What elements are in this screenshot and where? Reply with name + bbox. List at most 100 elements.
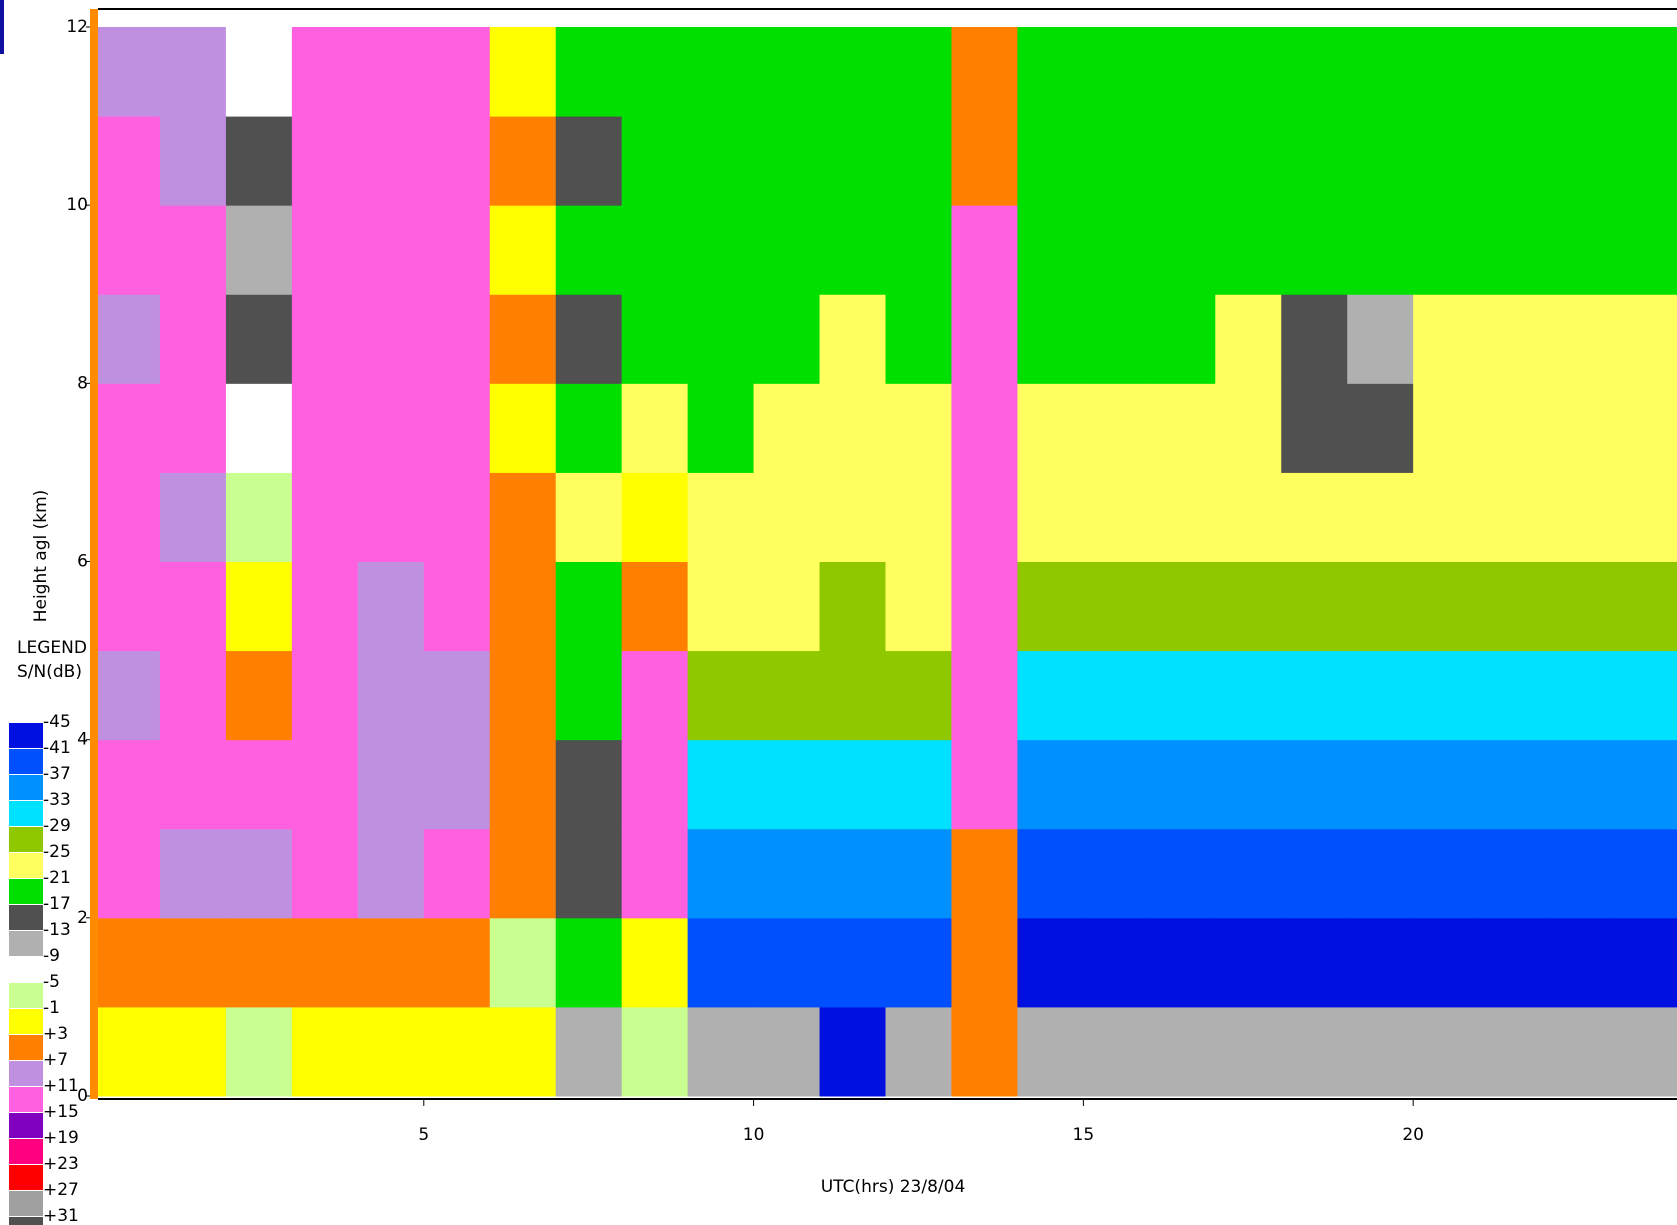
heatmap-cell xyxy=(423,1006,491,1097)
heatmap-cell xyxy=(1215,294,1282,384)
heatmap-cell xyxy=(753,383,821,473)
heatmap-cell xyxy=(159,828,227,919)
heatmap-cell xyxy=(357,1006,425,1097)
heatmap-cell xyxy=(753,650,821,741)
heatmap-cell xyxy=(1017,294,1084,384)
legend-swatch xyxy=(9,775,43,800)
heatmap-cell xyxy=(1413,917,1480,1008)
heatmap-cell xyxy=(1611,1006,1677,1097)
heatmap-cell xyxy=(1611,739,1677,830)
legend-swatch xyxy=(9,1217,43,1225)
legend-title: LEGEND xyxy=(17,638,87,658)
heatmap-cell xyxy=(819,472,886,562)
heatmap-cell xyxy=(423,27,491,117)
heatmap-cell xyxy=(357,828,425,919)
legend-subtitle: S/N(dB) xyxy=(17,662,82,682)
heatmap-cell xyxy=(687,472,755,562)
heatmap-cell xyxy=(1281,294,1348,384)
heatmap-cell xyxy=(1545,383,1612,473)
heatmap-cell xyxy=(98,650,161,741)
heatmap-cell xyxy=(687,650,755,741)
legend-label: +3 xyxy=(43,1024,68,1044)
legend-swatch xyxy=(9,1061,43,1086)
heatmap-cell xyxy=(687,383,755,473)
legend-label: -1 xyxy=(43,998,60,1018)
heatmap-cell xyxy=(159,1006,227,1097)
heatmap-cell xyxy=(555,828,623,919)
heatmap-cell xyxy=(225,917,293,1008)
heatmap-cell xyxy=(621,739,689,830)
heatmap-cell xyxy=(951,383,1018,473)
heatmap-cell xyxy=(98,561,161,652)
heatmap-cell xyxy=(1611,294,1677,384)
heatmap-cell xyxy=(1215,27,1282,117)
heatmap-cell xyxy=(1017,828,1084,919)
heatmap-cell xyxy=(1215,1006,1282,1097)
y-tick-label: 2 xyxy=(77,908,88,928)
legend-swatch xyxy=(9,853,43,878)
heatmap-cell xyxy=(357,383,425,473)
legend-label: -25 xyxy=(43,842,71,862)
heatmap-cell xyxy=(98,472,161,562)
heatmap-cell xyxy=(687,116,755,206)
heatmap-cell xyxy=(1347,27,1414,117)
heatmap-cell xyxy=(1149,561,1216,652)
heatmap-cell xyxy=(555,739,623,830)
heatmap-cell xyxy=(159,739,227,830)
heatmap-cell xyxy=(621,650,689,741)
heatmap-cell xyxy=(621,383,689,473)
legend-swatch xyxy=(9,723,43,748)
y-axis-label: Height agl (km) xyxy=(31,490,51,623)
heatmap-cell xyxy=(1413,27,1480,117)
heatmap-cell xyxy=(1413,472,1480,562)
heatmap-cell xyxy=(357,116,425,206)
heatmap-cell xyxy=(1545,472,1612,562)
heatmap-cell xyxy=(98,294,161,384)
heatmap-cell xyxy=(357,561,425,652)
heatmap-cell xyxy=(1347,1006,1414,1097)
heatmap-cell xyxy=(819,383,886,473)
x-tick-label: 5 xyxy=(418,1125,429,1145)
heatmap-cell xyxy=(489,650,557,741)
heatmap-cell xyxy=(753,27,821,117)
heatmap-cell xyxy=(1611,472,1677,562)
heatmap-cell xyxy=(1281,27,1348,117)
heatmap-cell xyxy=(1017,1006,1084,1097)
heatmap-cell xyxy=(555,650,623,741)
heatmap-cell xyxy=(1347,205,1414,295)
heatmap-cell xyxy=(489,828,557,919)
heatmap-cell xyxy=(423,650,491,741)
heatmap-cell xyxy=(555,472,623,562)
heatmap-cell xyxy=(687,828,755,919)
heatmap-cell xyxy=(1281,472,1348,562)
heatmap-cell xyxy=(1611,561,1677,652)
heatmap-cell xyxy=(1413,650,1480,741)
heatmap-cell xyxy=(555,116,623,206)
heatmap-cell xyxy=(1083,739,1150,830)
heatmap-cell xyxy=(489,561,557,652)
heatmap-cell xyxy=(1413,739,1480,830)
heatmap-cell xyxy=(951,472,1018,562)
heatmap-cell xyxy=(291,650,359,741)
legend-label: -41 xyxy=(43,738,71,758)
heatmap-cell xyxy=(357,472,425,562)
x-axis-label: UTC(hrs) 23/8/04 xyxy=(821,1177,966,1197)
heatmap-cell xyxy=(423,739,491,830)
legend-swatch xyxy=(9,749,43,774)
heatmap-cell xyxy=(225,294,293,384)
heatmap-cell xyxy=(1149,739,1216,830)
heatmap-cell xyxy=(885,383,952,473)
heatmap-cell xyxy=(885,116,952,206)
heatmap-cell xyxy=(951,1006,1018,1097)
heatmap-cell xyxy=(98,828,161,919)
heatmap-cell xyxy=(1413,561,1480,652)
x-tick-label: 10 xyxy=(743,1125,765,1145)
heatmap-cell xyxy=(225,739,293,830)
heatmap-cell xyxy=(951,27,1018,117)
legend-label: +11 xyxy=(43,1076,79,1096)
heatmap-cell xyxy=(1149,1006,1216,1097)
heatmap-cell xyxy=(1347,472,1414,562)
heatmap-cell xyxy=(291,116,359,206)
heatmap-cell xyxy=(1545,917,1612,1008)
heatmap-cell xyxy=(819,739,886,830)
